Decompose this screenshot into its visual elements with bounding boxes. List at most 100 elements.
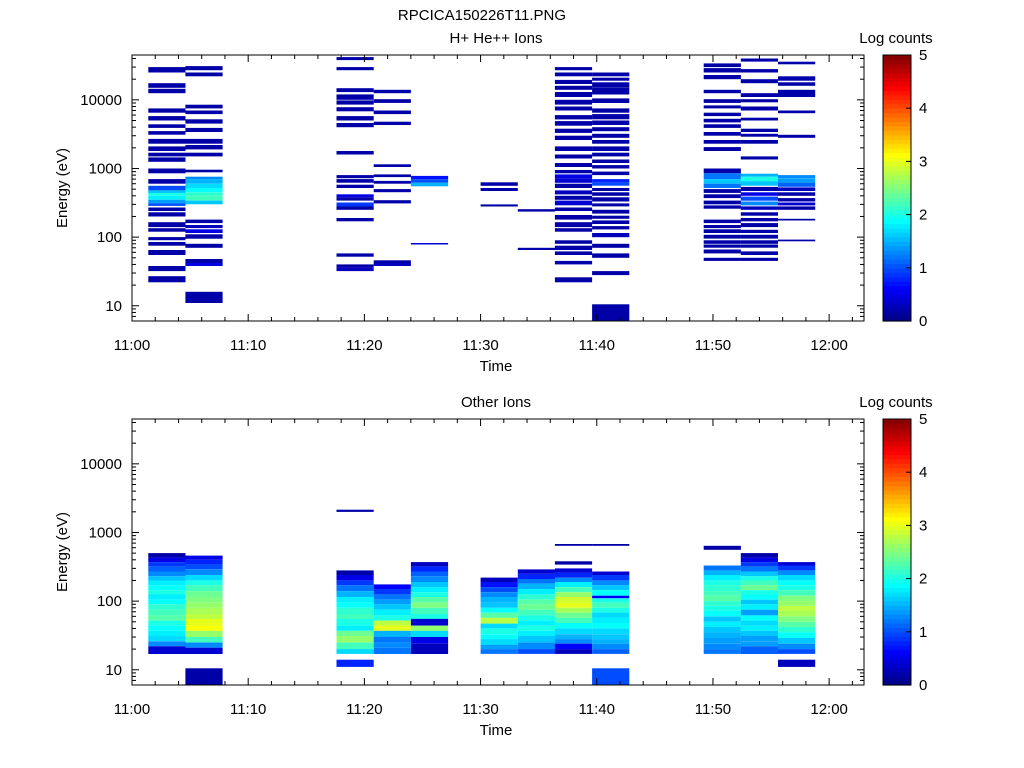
colorbar-frame: [882, 54, 912, 322]
spectrogram-cell: [480, 592, 518, 597]
spectrogram-cell: [740, 251, 778, 255]
spectrogram-cell: [740, 599, 778, 605]
spectrogram-cell: [592, 215, 630, 219]
spectrogram-cell: [778, 218, 816, 221]
colorbar-segment: [883, 227, 911, 233]
spectrogram-cell: [740, 594, 778, 600]
spectrogram-cell: [554, 106, 593, 111]
spectrogram-cell: [373, 609, 411, 616]
colorbar-segment: [883, 254, 911, 260]
colorbar-label: Log counts: [859, 394, 932, 411]
spectrogram-cell: [592, 253, 630, 258]
spectrogram-cell: [740, 99, 778, 103]
x-tick-label: 12:00: [810, 701, 848, 718]
spectrogram-cell: [554, 170, 593, 174]
spectrogram-cell: [410, 630, 449, 638]
spectrogram-cell: [592, 590, 630, 596]
spectrogram-cell: [410, 243, 449, 245]
spectrogram-cell: [554, 544, 593, 546]
spectrogram-cell: [554, 277, 593, 283]
colorbar-segment: [883, 649, 911, 655]
spectrogram-cell: [148, 576, 186, 581]
spectrogram-cell: [554, 79, 593, 84]
x-tick-label: 11:20: [346, 337, 382, 354]
spectrogram-cell: [703, 638, 741, 644]
spectrogram-cell: [703, 140, 741, 144]
colorbar-label: Log counts: [859, 30, 932, 47]
spectrogram-cell: [373, 642, 411, 648]
spectrogram-cell: [336, 202, 374, 207]
spectrogram-cell: [703, 591, 741, 596]
spectrogram-cell: [148, 185, 186, 191]
colorbar-segment: [883, 671, 911, 677]
spectrogram-cell: [703, 240, 741, 244]
spectrogram-cell: [185, 225, 223, 229]
spectrogram-cell: [778, 239, 816, 242]
spectrogram-cell: [373, 647, 411, 654]
spectrogram-cell: [703, 257, 741, 261]
plot-frame: [131, 54, 865, 322]
axes: 11:00 11:10 11:20 11:30 11:40 11:50 12:00 10 100…: [80, 419, 864, 718]
spectrogram-cell: [703, 595, 741, 602]
spectrogram-cell: [778, 638, 816, 644]
colorbar-segment: [883, 578, 911, 584]
spectrogram-cell: [148, 157, 186, 162]
spectrogram-cell: [740, 223, 778, 228]
spectrogram-cell: [373, 620, 411, 626]
spectrogram-cell: [740, 218, 778, 222]
colorbar-segment: [883, 289, 911, 295]
colorbar-segment: [883, 556, 911, 562]
spectrogram-cell: [740, 106, 778, 111]
colorbar-segment: [883, 219, 911, 225]
spectrogram-cell: [778, 570, 816, 575]
spectrogram-cell: [703, 124, 741, 128]
colorbar-segment: [883, 192, 911, 198]
colorbar-segment: [883, 86, 911, 92]
spectrogram-cell: [410, 602, 449, 608]
spectrogram-cell: [480, 188, 518, 191]
spectrogram-cell: [410, 571, 449, 577]
spectrogram-cell: [336, 618, 374, 626]
spectrogram-cell: [740, 585, 778, 590]
spectrogram-cell: [740, 192, 778, 196]
spectrogram-cell: [373, 110, 411, 115]
colorbar-segment: [883, 148, 911, 154]
spectrogram-cell: [410, 618, 449, 626]
y-axis-label: Energy (eV): [54, 512, 71, 592]
spectrogram-cell: [740, 93, 778, 97]
y-tick-label: 10: [105, 298, 122, 315]
colorbar-segment: [883, 667, 911, 673]
spectrogram-cell: [185, 179, 223, 184]
spectrogram-cell: [703, 616, 741, 622]
colorbar-frame: [882, 418, 912, 686]
spectrogram-cell: [554, 617, 593, 623]
spectrogram-cell: [336, 100, 374, 105]
colorbar-segment: [883, 294, 911, 300]
x-tick-label: 11:30: [462, 701, 498, 718]
spectrogram-cell: [336, 151, 374, 155]
spectrogram-cell: [336, 197, 374, 201]
spectrogram-cell: [554, 240, 593, 244]
spectrogram-cell: [148, 250, 186, 255]
spectrogram-cell: [778, 134, 816, 138]
spectrogram-cell: [703, 147, 741, 151]
spectrogram-cell: [148, 580, 186, 586]
spectrogram-cell: [336, 206, 374, 210]
spectrogram-cell: [148, 195, 186, 200]
spectrogram-cell: [336, 509, 374, 512]
spectrogram-cell: [703, 194, 741, 199]
y-tick-label: 1000: [89, 524, 122, 541]
colorbar-segment: [883, 636, 911, 642]
spectrogram-cell: [554, 592, 593, 597]
spectrogram-cell: [592, 146, 630, 151]
spectrogram-cell: [517, 609, 555, 616]
spectrogram-cell: [185, 614, 223, 619]
spectrogram-cell: [185, 263, 223, 266]
spectrogram-cell: [148, 168, 186, 174]
spectrogram-cell: [554, 135, 593, 140]
spectrogram-cell: [778, 82, 816, 86]
spectrogram-cell: [185, 591, 223, 597]
colorbar-segment: [883, 441, 911, 447]
spectrogram-cell: [336, 94, 374, 100]
colorbar-segment: [883, 298, 911, 304]
